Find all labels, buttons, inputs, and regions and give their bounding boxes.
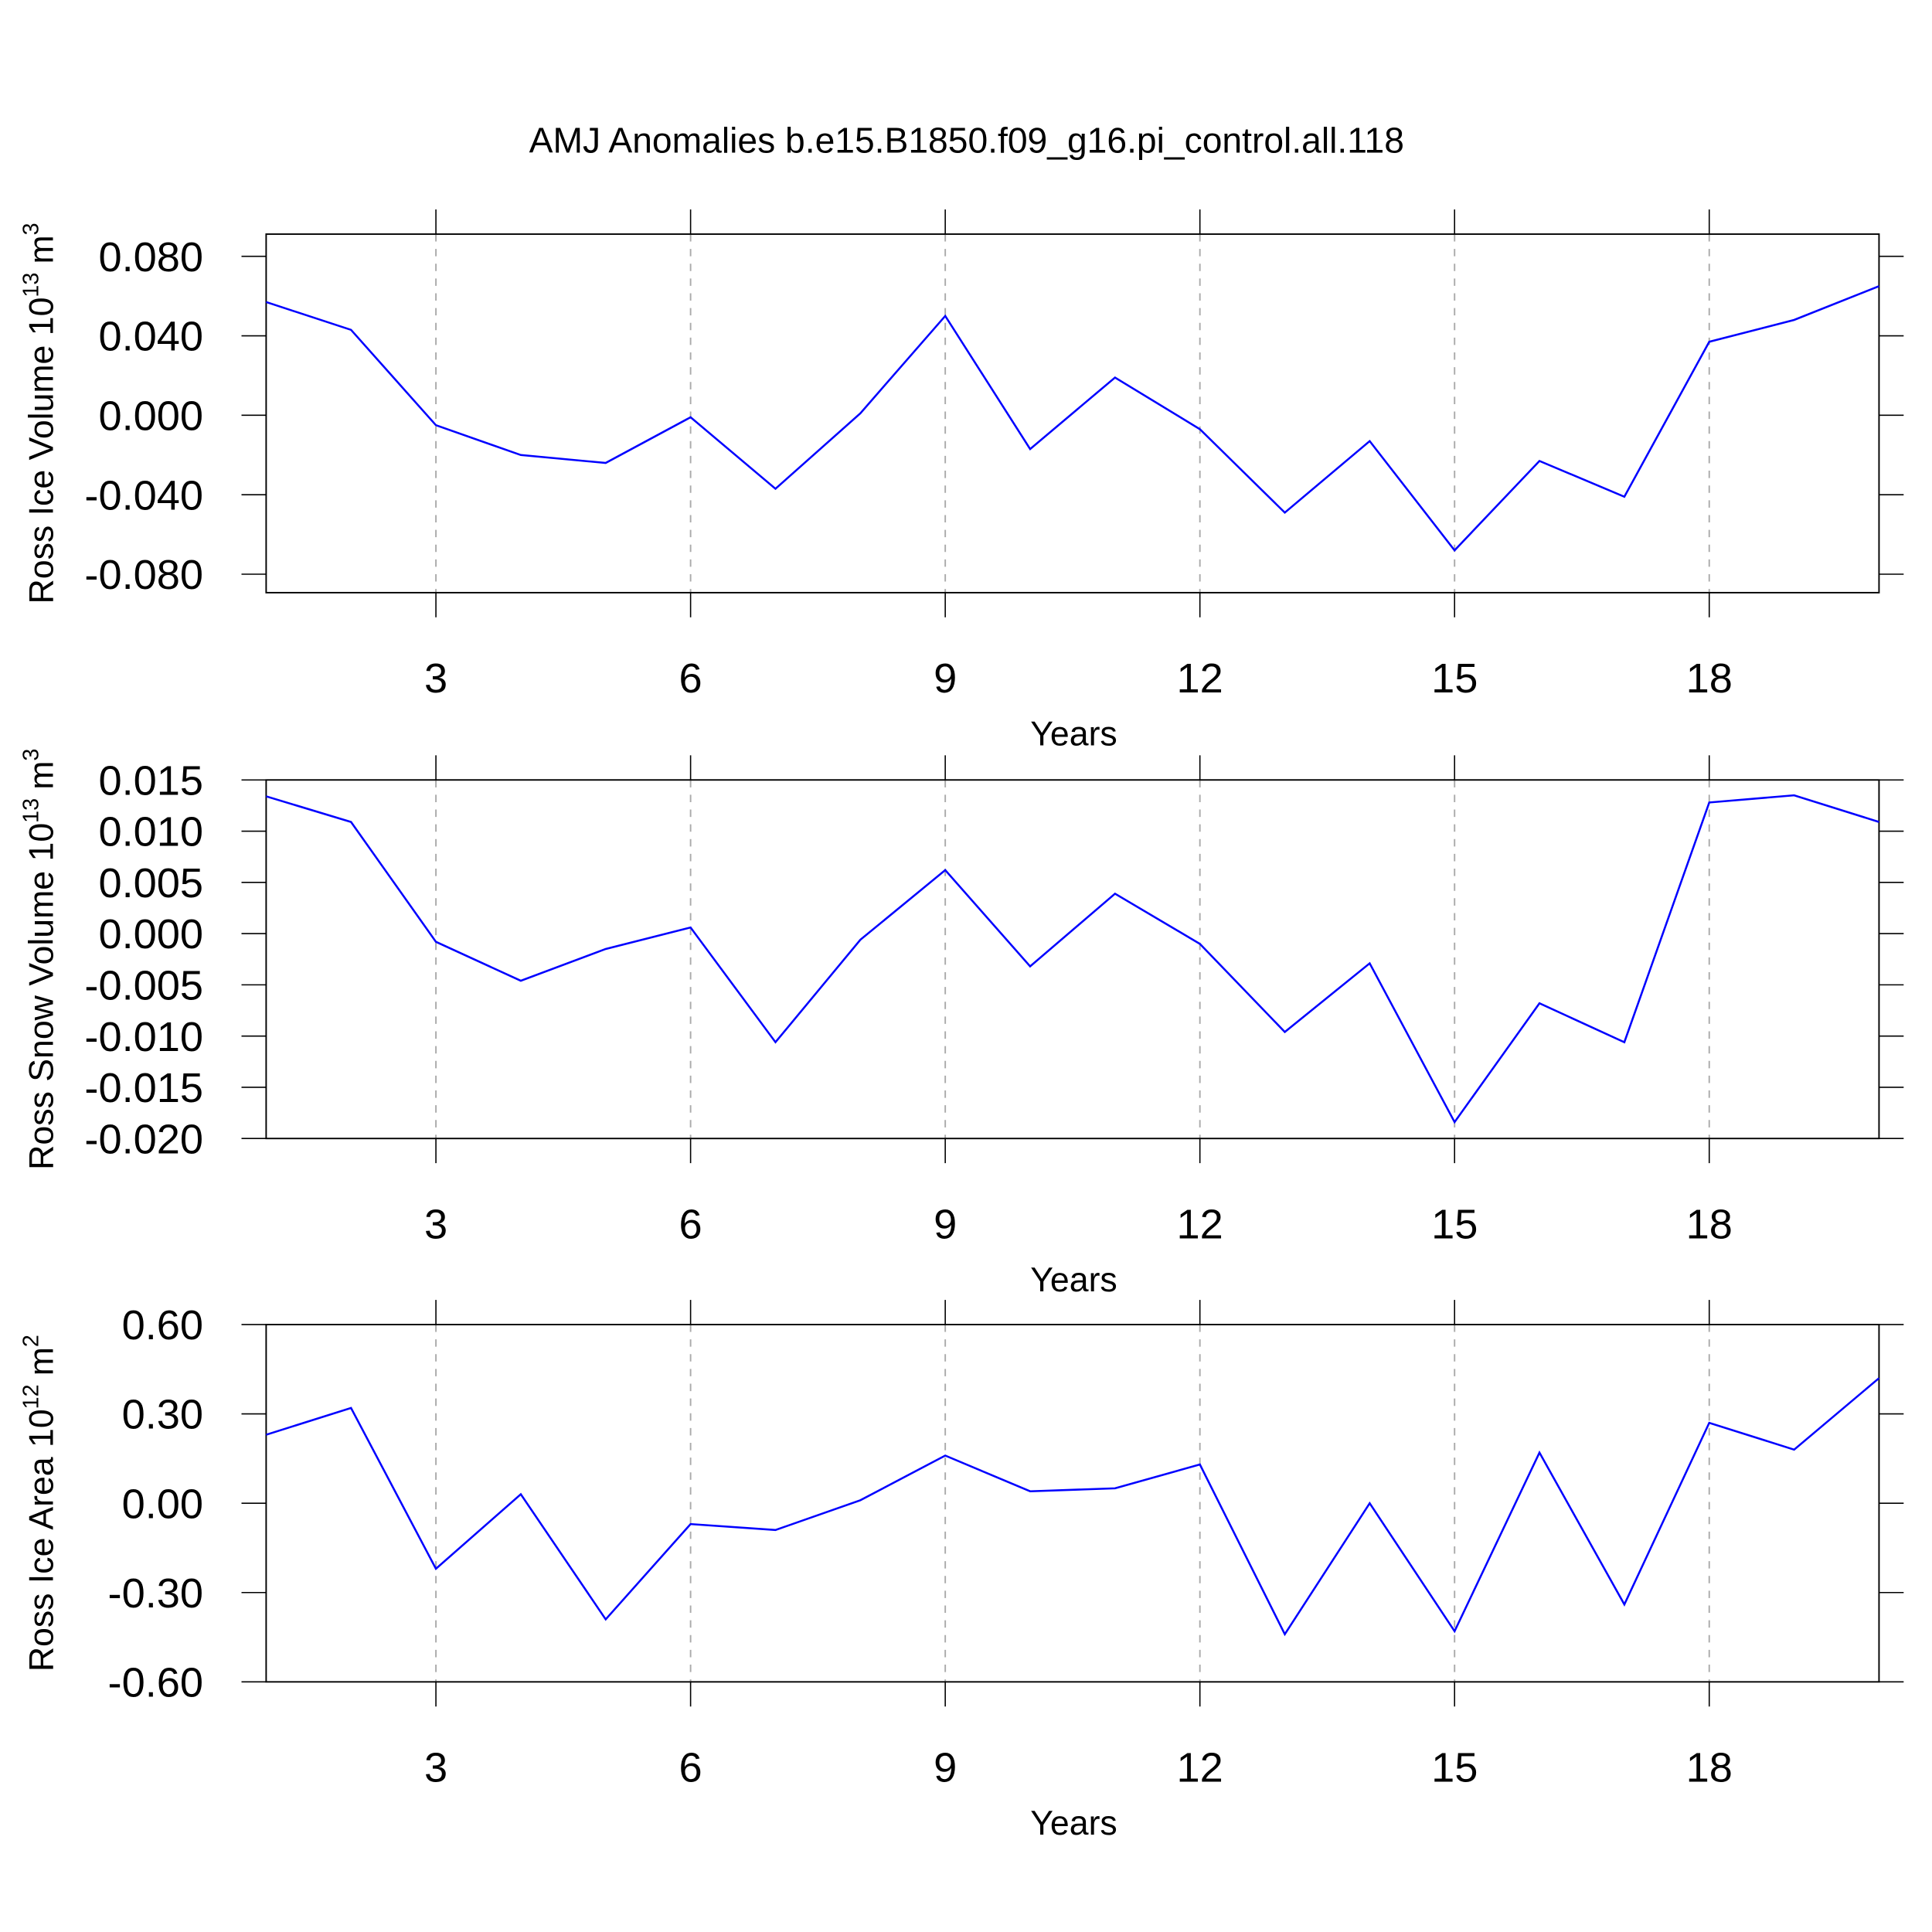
label-part: m bbox=[23, 761, 61, 790]
y-tick-label: 0.080 bbox=[98, 234, 203, 281]
y-tick-label: -0.015 bbox=[84, 1065, 203, 1111]
plot-frame bbox=[265, 779, 1880, 1140]
y-tick-label: -0.020 bbox=[84, 1116, 203, 1162]
plot-frame bbox=[265, 233, 1880, 594]
y-tick-label: -0.60 bbox=[108, 1659, 204, 1706]
x-tick-label: 6 bbox=[679, 1744, 702, 1791]
x-tick-label: 18 bbox=[1686, 1201, 1733, 1247]
plot-frame bbox=[265, 1324, 1880, 1683]
y-tick-label: -0.040 bbox=[84, 472, 203, 519]
superscript: 2 bbox=[19, 1335, 43, 1347]
x-tick-label: 15 bbox=[1431, 1201, 1478, 1247]
y-tick-label: 0.30 bbox=[122, 1392, 203, 1438]
x-tick-label: 18 bbox=[1686, 655, 1733, 702]
y-axis-label: Ross Snow Volume 1013 m3 bbox=[19, 749, 60, 1170]
superscript: 13 bbox=[19, 273, 43, 298]
y-tick-label: 0.010 bbox=[98, 809, 203, 855]
data-line bbox=[266, 1377, 1880, 1637]
x-tick-label: 12 bbox=[1177, 1744, 1223, 1791]
x-tick-label: 3 bbox=[424, 655, 447, 702]
y-tick-label: -0.30 bbox=[108, 1570, 204, 1617]
x-tick-label: 12 bbox=[1177, 655, 1223, 702]
y-tick-label: 0.00 bbox=[122, 1481, 203, 1527]
y-tick-label: -0.005 bbox=[84, 963, 203, 1009]
x-tick-label: 9 bbox=[934, 655, 957, 702]
data-line bbox=[266, 794, 1879, 1124]
label-part: Ross Snow Volume 10 bbox=[23, 823, 61, 1170]
x-tick-label: 9 bbox=[934, 1744, 957, 1791]
y-tick-label: 0.015 bbox=[98, 757, 203, 804]
y-axis-label: Ross Ice Area 1012 m2 bbox=[19, 1335, 60, 1672]
x-axis-label: Years bbox=[1030, 1261, 1117, 1299]
x-tick-label: 3 bbox=[424, 1201, 447, 1247]
x-tick-label: 3 bbox=[424, 1744, 447, 1791]
y-tick-label: 0.60 bbox=[122, 1302, 203, 1349]
label-part: m bbox=[23, 235, 61, 264]
x-tick-label: 15 bbox=[1431, 655, 1478, 702]
y-tick-label: -0.010 bbox=[84, 1014, 203, 1060]
data-line bbox=[265, 285, 1879, 553]
label-part: Ross Ice Volume 10 bbox=[23, 298, 61, 604]
superscript: 3 bbox=[19, 749, 43, 761]
chart-title: AMJ Anomalies b.e15.B1850.f09_g16.pi_con… bbox=[529, 121, 1404, 161]
superscript: 13 bbox=[19, 798, 43, 823]
x-tick-label: 15 bbox=[1431, 1744, 1478, 1791]
superscript: 3 bbox=[19, 223, 43, 235]
y-tick-label: -0.080 bbox=[84, 552, 203, 598]
y-tick-label: 0.000 bbox=[98, 911, 203, 957]
x-tick-label: 18 bbox=[1686, 1744, 1733, 1791]
x-tick-label: 6 bbox=[679, 1201, 702, 1247]
y-axis-label: Ross Ice Volume 1013 m3 bbox=[19, 223, 60, 604]
label-part: m bbox=[23, 1347, 61, 1376]
y-tick-label: 0.040 bbox=[98, 314, 203, 360]
superscript: 12 bbox=[19, 1384, 43, 1409]
label-part: Ross Ice Area 10 bbox=[23, 1409, 61, 1672]
y-tick-label: 0.005 bbox=[98, 860, 203, 906]
x-axis-label: Years bbox=[1030, 716, 1117, 753]
y-tick-label: 0.000 bbox=[98, 393, 203, 439]
x-tick-label: 9 bbox=[934, 1201, 957, 1247]
x-tick-label: 12 bbox=[1177, 1201, 1223, 1247]
x-axis-label: Years bbox=[1030, 1804, 1117, 1842]
x-tick-label: 6 bbox=[679, 655, 702, 702]
